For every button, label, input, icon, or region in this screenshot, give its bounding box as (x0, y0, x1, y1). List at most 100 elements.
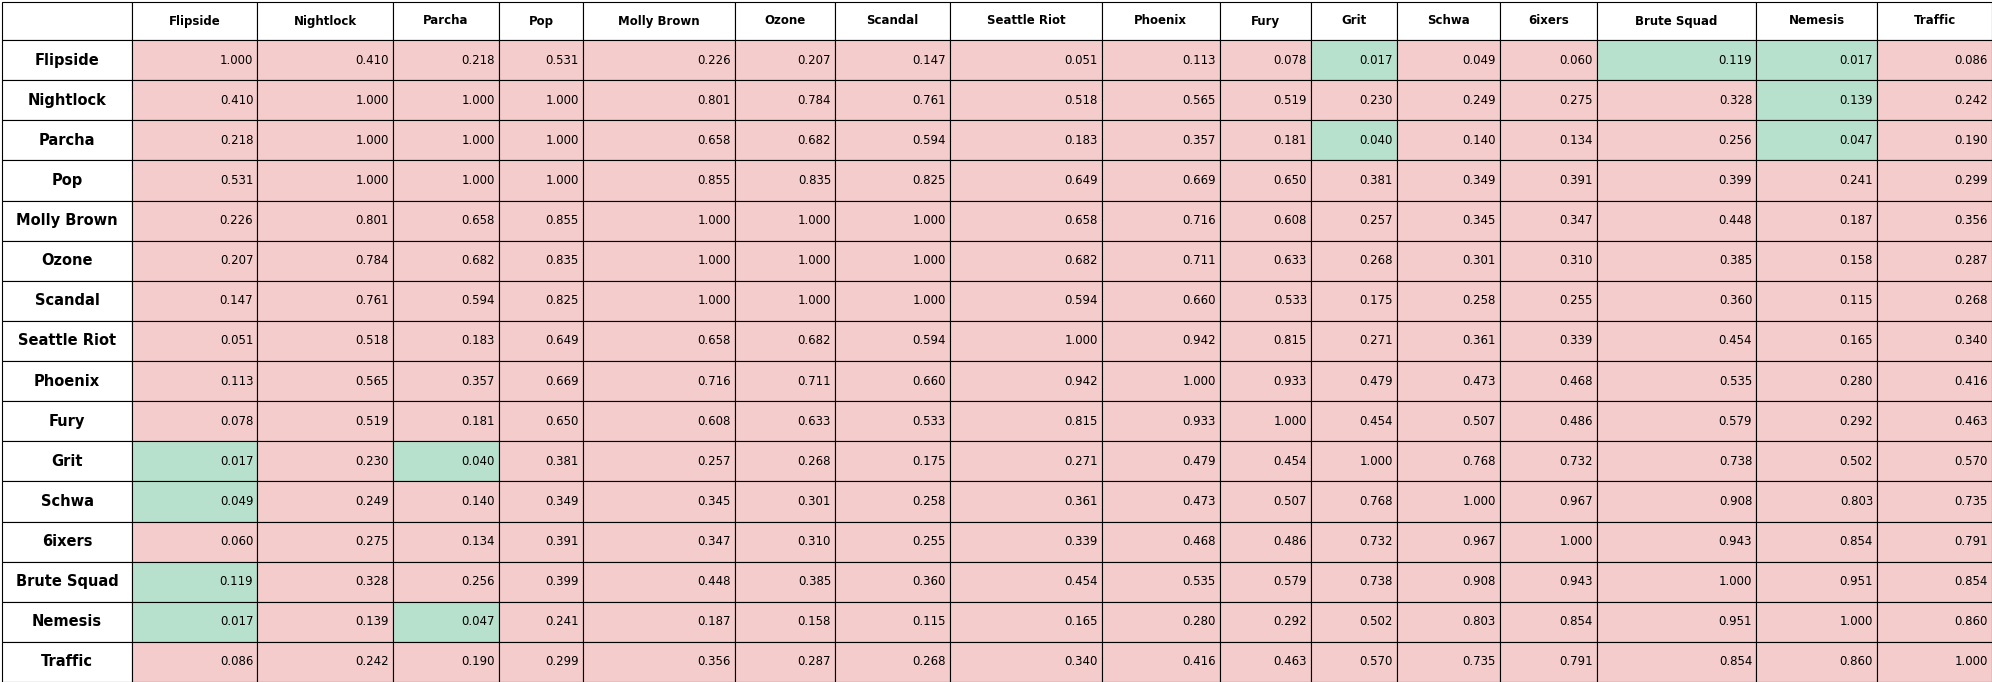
Text: 0.349: 0.349 (1462, 174, 1496, 187)
Text: 0.242: 0.242 (1954, 93, 1988, 106)
Text: 0.268: 0.268 (797, 455, 831, 468)
Bar (498, 120, 584, 160)
Bar (1500, 561, 1598, 602)
Text: 0.271: 0.271 (1359, 334, 1392, 347)
Text: 1.000: 1.000 (697, 214, 731, 227)
Bar (498, 2, 584, 40)
Bar (1876, 120, 1992, 160)
Bar (1500, 401, 1598, 441)
Bar (1311, 441, 1396, 481)
Text: 0.347: 0.347 (697, 535, 731, 548)
Text: 1.000: 1.000 (1183, 374, 1215, 387)
Bar (1598, 40, 1757, 80)
Bar (950, 201, 1102, 241)
Text: 0.479: 0.479 (1359, 374, 1392, 387)
Text: 0.175: 0.175 (912, 455, 946, 468)
Bar (2, 201, 131, 241)
Bar (1396, 361, 1500, 401)
Bar (2, 602, 131, 642)
Bar (584, 401, 735, 441)
Bar (1598, 602, 1757, 642)
Text: 0.207: 0.207 (219, 254, 253, 267)
Text: 0.287: 0.287 (1954, 254, 1988, 267)
Text: 0.570: 0.570 (1359, 655, 1392, 668)
Bar (498, 401, 584, 441)
Bar (1311, 401, 1396, 441)
Bar (835, 241, 950, 281)
Text: 0.339: 0.339 (1064, 535, 1098, 548)
Bar (735, 281, 835, 321)
Bar (584, 522, 735, 561)
Bar (584, 561, 735, 602)
Bar (1757, 401, 1876, 441)
Bar (1219, 561, 1311, 602)
Text: Nightlock: Nightlock (293, 14, 357, 27)
Text: 0.502: 0.502 (1359, 615, 1392, 628)
Bar (1876, 522, 1992, 561)
Text: Ozone: Ozone (765, 14, 805, 27)
Bar (1876, 201, 1992, 241)
Bar (950, 441, 1102, 481)
Text: 0.078: 0.078 (1273, 54, 1307, 67)
Bar (735, 481, 835, 522)
Text: 0.658: 0.658 (697, 134, 731, 147)
Bar (1219, 80, 1311, 120)
Text: Fury: Fury (50, 414, 86, 429)
Text: 0.357: 0.357 (1183, 134, 1215, 147)
Bar (1876, 80, 1992, 120)
Text: 0.339: 0.339 (1560, 334, 1594, 347)
Text: 0.594: 0.594 (462, 295, 494, 308)
Text: 0.040: 0.040 (462, 455, 494, 468)
Bar (735, 441, 835, 481)
Text: 0.454: 0.454 (1359, 415, 1392, 428)
Text: 0.854: 0.854 (1841, 535, 1872, 548)
Text: 1.000: 1.000 (912, 295, 946, 308)
Text: 1.000: 1.000 (1273, 415, 1307, 428)
Text: 0.280: 0.280 (1841, 374, 1872, 387)
Bar (1500, 321, 1598, 361)
Bar (257, 2, 392, 40)
Bar (1876, 160, 1992, 201)
Text: 0.275: 0.275 (355, 535, 388, 548)
Text: 0.711: 0.711 (1181, 254, 1215, 267)
Bar (131, 602, 257, 642)
Bar (1876, 241, 1992, 281)
Text: 0.854: 0.854 (1560, 615, 1594, 628)
Bar (1219, 281, 1311, 321)
Text: 0.119: 0.119 (1719, 54, 1753, 67)
Text: 1.000: 1.000 (1560, 535, 1594, 548)
Bar (498, 40, 584, 80)
Bar (1102, 441, 1219, 481)
Bar (131, 441, 257, 481)
Bar (584, 201, 735, 241)
Text: 0.187: 0.187 (1839, 214, 1872, 227)
Bar (1876, 561, 1992, 602)
Text: 0.531: 0.531 (219, 174, 253, 187)
Text: 0.660: 0.660 (912, 374, 946, 387)
Text: 0.249: 0.249 (355, 495, 388, 508)
Bar (1396, 80, 1500, 120)
Text: Flipside: Flipside (169, 14, 221, 27)
Text: 1.000: 1.000 (355, 93, 388, 106)
Text: 0.855: 0.855 (546, 214, 580, 227)
Text: 0.328: 0.328 (1719, 93, 1753, 106)
Text: 0.218: 0.218 (462, 54, 494, 67)
Text: 0.049: 0.049 (219, 495, 253, 508)
Bar (392, 321, 498, 361)
Bar (584, 281, 735, 321)
Text: 0.761: 0.761 (355, 295, 388, 308)
Bar (1219, 361, 1311, 401)
Text: 0.310: 0.310 (797, 535, 831, 548)
Text: 0.454: 0.454 (1064, 575, 1098, 588)
Text: 0.416: 0.416 (1181, 655, 1215, 668)
Text: 1.000: 1.000 (1359, 455, 1392, 468)
Bar (392, 481, 498, 522)
Bar (1598, 481, 1757, 522)
Bar (735, 80, 835, 120)
Text: 0.454: 0.454 (1273, 455, 1307, 468)
Text: 0.060: 0.060 (219, 535, 253, 548)
Bar (498, 321, 584, 361)
Bar (498, 602, 584, 642)
Text: 0.049: 0.049 (1462, 54, 1496, 67)
Text: 0.682: 0.682 (797, 134, 831, 147)
